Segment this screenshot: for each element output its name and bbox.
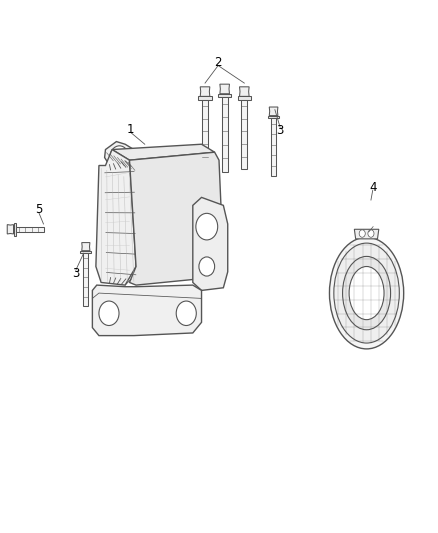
Text: 3: 3 [276, 124, 284, 138]
Polygon shape [268, 116, 279, 118]
Polygon shape [354, 229, 379, 239]
Polygon shape [7, 224, 14, 234]
Polygon shape [222, 97, 227, 172]
Circle shape [359, 230, 365, 237]
Text: 4: 4 [369, 181, 376, 194]
Polygon shape [130, 152, 223, 285]
Circle shape [199, 257, 215, 276]
Polygon shape [105, 142, 136, 169]
Polygon shape [14, 223, 16, 236]
Circle shape [176, 301, 196, 326]
Polygon shape [241, 100, 247, 169]
Ellipse shape [343, 256, 391, 330]
Polygon shape [16, 227, 44, 232]
Polygon shape [82, 243, 90, 251]
Ellipse shape [329, 237, 404, 349]
Circle shape [368, 230, 374, 237]
Polygon shape [238, 96, 251, 100]
Text: 3: 3 [72, 267, 79, 280]
Polygon shape [92, 285, 201, 336]
Polygon shape [218, 94, 231, 97]
Polygon shape [96, 150, 136, 285]
Circle shape [99, 301, 119, 326]
Ellipse shape [349, 266, 384, 320]
Text: 2: 2 [214, 56, 222, 69]
Polygon shape [269, 107, 278, 116]
Text: 5: 5 [35, 203, 43, 216]
Polygon shape [220, 84, 230, 94]
Polygon shape [200, 87, 210, 96]
Polygon shape [240, 87, 249, 96]
Polygon shape [112, 144, 215, 160]
Polygon shape [271, 118, 276, 176]
Polygon shape [193, 197, 228, 290]
Polygon shape [83, 253, 88, 306]
Circle shape [110, 146, 129, 169]
Ellipse shape [334, 243, 399, 343]
Polygon shape [198, 96, 212, 100]
Circle shape [196, 213, 218, 240]
Polygon shape [202, 100, 208, 169]
Polygon shape [80, 251, 92, 253]
Text: 1: 1 [127, 123, 134, 136]
